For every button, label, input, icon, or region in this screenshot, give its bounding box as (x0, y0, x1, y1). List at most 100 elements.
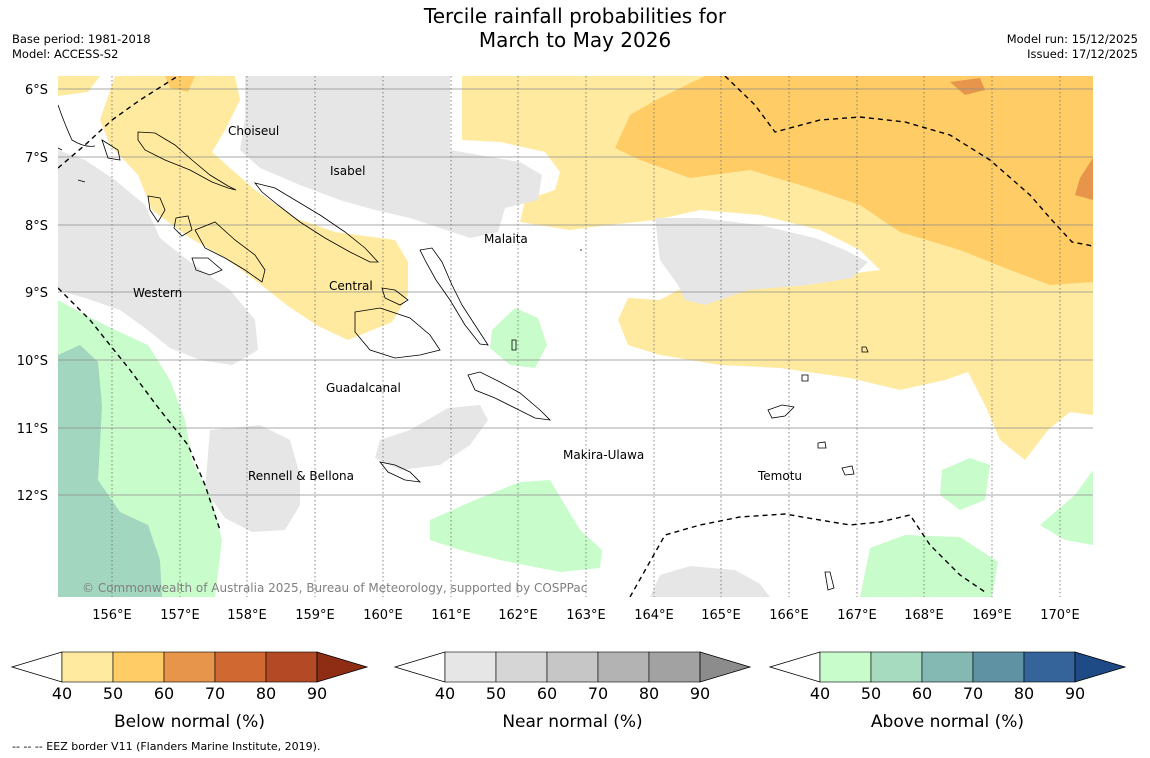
island-choiseul-coast (137, 131, 237, 191)
colorbar-above-segment (870, 651, 923, 683)
label-temotu: Temotu (757, 469, 802, 483)
colorbar-below-segment (265, 651, 318, 683)
title-line-2: March to May 2026 (478, 28, 672, 52)
colorbar-near-tick: 60 (537, 684, 557, 703)
colorbar-below-segment (163, 651, 216, 683)
lon-label-170e: 170°E (1040, 608, 1080, 623)
island-small-ulawa (511, 249, 582, 351)
colorbar-below-tick: 80 (256, 684, 276, 703)
colorbar-near-segment (546, 651, 599, 683)
colorbar-below-label: Below normal (%) (114, 712, 265, 732)
eez-borders (58, 76, 1093, 597)
colorbar-below: 40 50 60 70 80 90 Below normal (%) (10, 651, 369, 732)
lon-label-169e: 169°E (972, 608, 1012, 623)
below-region-dark-1 (950, 78, 985, 95)
lon-label-156e: 156°E (92, 608, 132, 623)
colorbar-near-tick: 90 (690, 684, 710, 703)
colorbar-above-segment (819, 651, 872, 683)
colorbar-near-extend-low (393, 651, 446, 683)
above-region-malaita-south (490, 308, 547, 368)
island-makira-coast (467, 371, 552, 421)
colorbar-above-extend-low (768, 651, 821, 683)
lon-label-160e: 160°E (363, 608, 403, 623)
above-region-east-1 (940, 458, 990, 510)
colorbar-near-tick: 40 (435, 684, 455, 703)
island-vella-coast (147, 195, 166, 223)
above-normal-50-60-regions (58, 345, 162, 597)
colorbar-below-extend-low (10, 651, 63, 683)
colorbar-near-segment (495, 651, 548, 683)
title-line-1: Tercile rainfall probabilities for (423, 4, 727, 28)
eez-border-south (629, 513, 986, 597)
above-region-east-2 (1040, 470, 1093, 545)
below-normal-60-70-regions (950, 78, 1093, 200)
label-isabel: Isabel (330, 164, 365, 178)
label-central: Central (329, 279, 373, 293)
lat-label-7s: 7°S (25, 151, 48, 166)
longitude-labels: 156°E 157°E 158°E 159°E 160°E 161°E 162°… (92, 608, 1080, 623)
lon-label-167e: 167°E (837, 608, 877, 623)
colorbar-near: 40 50 60 70 80 90 Near normal (%) (393, 651, 752, 732)
below-region-dark-2 (1075, 158, 1093, 200)
island-temotu-coast (767, 346, 869, 591)
lon-label-166e: 166°E (769, 608, 809, 623)
colorbar-below-tick: 60 (154, 684, 174, 703)
lat-label-11s: 11°S (17, 422, 48, 437)
label-choiseul: Choiseul (228, 124, 279, 138)
eez-footnote: -- -- -- EEZ border V11 (Flanders Marine… (12, 740, 320, 753)
lon-label-163e: 163°E (566, 608, 606, 623)
map-area (58, 76, 1093, 597)
label-malaita: Malaita (484, 232, 528, 246)
colorbar-near-segment (648, 651, 701, 683)
colorbar-below-tick: 40 (52, 684, 72, 703)
colorbar-above-segment (972, 651, 1025, 683)
chart-title: Tercile rainfall probabilities for March… (0, 4, 1150, 52)
colorbar-below-tick: 50 (103, 684, 123, 703)
colorbar-above-tick: 60 (912, 684, 932, 703)
place-labels: Choiseul Isabel Malaita Western Central … (133, 124, 802, 483)
colorbar-below-extend-high (316, 651, 369, 683)
eez-border-west (58, 287, 221, 531)
base-period: Base period: 1981-2018 (12, 32, 151, 46)
lon-label-158e: 158°E (227, 608, 267, 623)
near-region-southwest (205, 425, 300, 532)
below-region-orange-large (615, 76, 1093, 285)
colorbar-near-tick: 50 (486, 684, 506, 703)
label-western: Western (133, 286, 182, 300)
colorbar-below-segment (214, 651, 267, 683)
island-malaita-coast (419, 247, 489, 346)
above-region-southeast (860, 535, 998, 597)
longitude-gridlines (111, 76, 1061, 597)
lat-label-10s: 10°S (17, 354, 48, 369)
colorbar-above-tick: 40 (810, 684, 830, 703)
lon-label-164e: 164°E (634, 608, 674, 623)
colorbar-above: 40 50 60 70 80 90 Above normal (%) (768, 651, 1127, 732)
below-region-topleft (58, 76, 100, 96)
colorbar-above-tick: 70 (963, 684, 983, 703)
colorbar-below-tick: 90 (307, 684, 327, 703)
coastlines (58, 104, 869, 591)
near-region-east (655, 218, 868, 305)
lon-label-165e: 165°E (701, 608, 741, 623)
island-bougainville-coast (58, 104, 121, 183)
colorbar-above-segment (1023, 651, 1076, 683)
lon-label-159e: 159°E (295, 608, 335, 623)
eez-border-northwest (58, 76, 179, 169)
island-newgeorgia-coast (194, 221, 266, 283)
latitude-labels: 6°S 7°S 8°S 9°S 10°S 11°S 12°S (17, 83, 48, 504)
copyright-text: © Commonwealth of Australia 2025, Bureau… (82, 581, 587, 595)
island-guadalcanal-coast (354, 307, 441, 359)
above-region-south (430, 480, 602, 572)
colorbar-group: 40 50 60 70 80 90 Below normal (%) 40 50 60 70 80 90… (10, 651, 1127, 732)
issued-date: Issued: 17/12/2025 (1027, 47, 1138, 61)
label-guadalcanal: Guadalcanal (326, 381, 401, 395)
lat-label-8s: 8°S (25, 219, 48, 234)
model-run: Model run: 15/12/2025 (1006, 32, 1138, 46)
island-isabel-coast (253, 182, 379, 263)
near-region-south (650, 566, 770, 597)
island-rendova-coast (191, 257, 223, 276)
meta-left: Base period: 1981-2018 Model: ACCESS-S2 (12, 32, 151, 62)
lon-label-168e: 168°E (904, 608, 944, 623)
colorbar-near-segment (597, 651, 650, 683)
model-name: Model: ACCESS-S2 (12, 47, 119, 61)
